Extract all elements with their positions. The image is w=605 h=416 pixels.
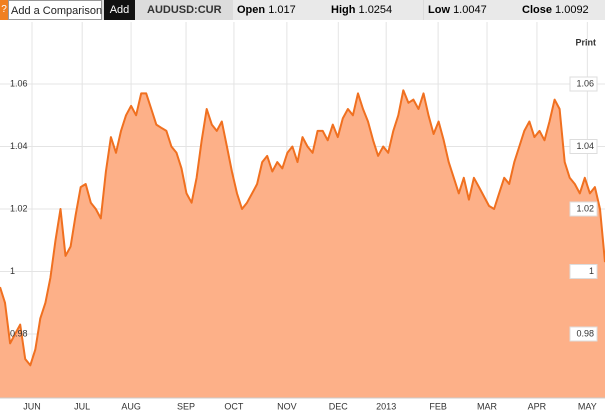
y-tick-label: 1 <box>589 266 594 276</box>
x-tick-label: SEP <box>177 401 195 411</box>
x-tick-label: 2013 <box>376 401 396 411</box>
line <box>0 89 605 367</box>
x-tick-label: JUN <box>23 401 41 411</box>
y-tick-label: 1.06 <box>10 78 28 88</box>
y-tick-label: 1.06 <box>576 78 594 88</box>
y-tick-box <box>569 201 598 217</box>
print-link[interactable]: Print <box>575 37 596 47</box>
x-tick-label: OCT <box>224 401 244 411</box>
y-tick-label: 1.02 <box>10 203 28 213</box>
help-icon[interactable]: ? <box>0 0 8 20</box>
label: Close <box>522 4 552 16</box>
x-tick-label: MAR <box>477 401 498 411</box>
x-tick-label: FEB <box>429 401 447 411</box>
y-tick-box <box>569 264 598 279</box>
y-tick-box <box>569 326 598 342</box>
close: Close 1.0092 <box>518 0 605 20</box>
x-tick-label: DEC <box>329 401 349 411</box>
x-tick-label: APR <box>528 401 547 411</box>
value: 1.0254 <box>358 4 393 16</box>
y-tick-label: 1.04 <box>576 141 594 151</box>
add-button[interactable]: Add <box>104 0 135 20</box>
y-tick-box <box>569 139 598 154</box>
quote-bar: ? Add a Comparison Add AUDUSD:CUR Open 1… <box>0 0 605 20</box>
area <box>0 90 605 399</box>
low: Low 1.0047 <box>424 0 518 20</box>
y-tick-box <box>569 76 598 92</box>
y-tick-label: 1 <box>10 266 15 276</box>
x-tick-label: AUG <box>121 401 141 411</box>
open: Open 1.017 <box>233 0 327 20</box>
label: Low <box>428 4 450 16</box>
x-tick-label: MAY <box>578 401 597 411</box>
x-tick-label: NOV <box>277 401 297 411</box>
x-tick-label: JUL <box>74 401 90 411</box>
value: 1.0092 <box>555 4 589 16</box>
y-tick-label: 0.98 <box>10 328 28 338</box>
y-tick-label: 0.98 <box>576 328 594 338</box>
value: 1.0047 <box>453 4 487 16</box>
label: High <box>331 4 356 16</box>
symbol: AUDUSD:CUR <box>147 4 222 16</box>
high: High 1.0254 <box>327 0 423 20</box>
comparison-input[interactable]: Add a Comparison <box>8 0 102 20</box>
label: Open <box>237 4 266 16</box>
value: 1.017 <box>268 4 296 16</box>
y-tick-label: 1.02 <box>576 203 594 213</box>
y-tick-label: 1.04 <box>10 141 28 151</box>
